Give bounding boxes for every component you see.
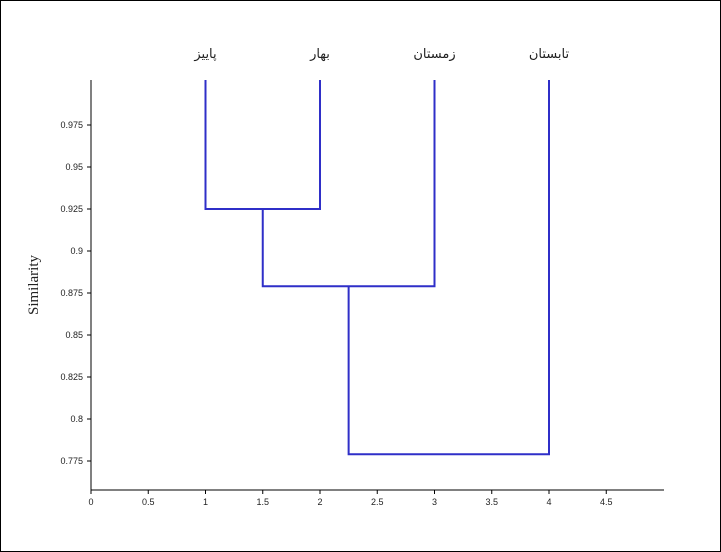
x-tick-label: 0.5 bbox=[142, 497, 155, 507]
x-tick-label: 2 bbox=[317, 497, 322, 507]
leaf-label-4: تابستان bbox=[529, 47, 570, 62]
dendrogram-links bbox=[204, 80, 550, 456]
x-tick-label: 2.5 bbox=[371, 497, 384, 507]
y-tick-label: 0.9 bbox=[70, 246, 83, 256]
y-tick-label: 0.8 bbox=[70, 414, 83, 424]
y-tick-label: 0.775 bbox=[60, 456, 83, 466]
y-tick-label: 0.825 bbox=[60, 372, 83, 382]
x-tick-label: 4 bbox=[546, 497, 551, 507]
y-axis-label: Similarity bbox=[26, 255, 42, 316]
leaf-labels: پاییز بهار زمستان تابستان bbox=[193, 47, 569, 62]
axes: 0.775 0.8 0.825 0.85 0.875 0.9 0.925 0.95 0.975 0… bbox=[60, 80, 664, 507]
leaf-label-1: پاییز bbox=[193, 47, 217, 62]
y-tick-label: 0.875 bbox=[60, 288, 83, 298]
x-tick-label: 0 bbox=[88, 497, 93, 507]
x-tick-label: 4.5 bbox=[600, 497, 613, 507]
y-tick-label: 0.85 bbox=[65, 330, 83, 340]
y-tick-label: 0.95 bbox=[65, 162, 83, 172]
y-tick-label: 0.925 bbox=[60, 204, 83, 214]
leaf-label-3: زمستان bbox=[413, 47, 455, 62]
dendrogram-link-2 bbox=[261, 80, 436, 288]
dendrogram-link-3 bbox=[347, 80, 550, 456]
x-tick-label: 1 bbox=[203, 497, 208, 507]
x-tick-label: 3.5 bbox=[485, 497, 498, 507]
y-tick-label: 0.975 bbox=[60, 120, 83, 130]
leaf-label-2: بهار bbox=[309, 47, 330, 62]
x-tick-label: 1.5 bbox=[256, 497, 269, 507]
x-tick-label: 3 bbox=[432, 497, 437, 507]
dendrogram-link-1 bbox=[204, 80, 321, 210]
